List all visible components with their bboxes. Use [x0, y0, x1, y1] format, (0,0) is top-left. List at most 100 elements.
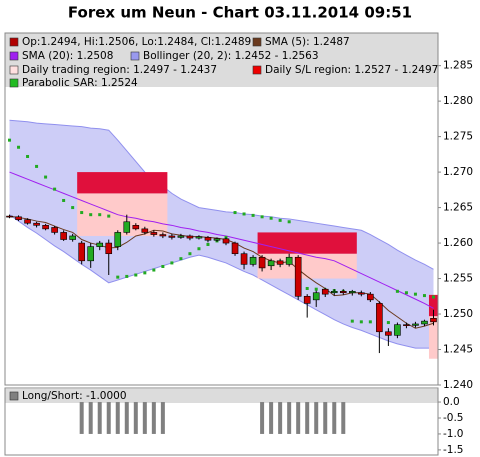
y-tick-label: 1.240	[443, 379, 473, 391]
sar-dot	[206, 242, 210, 246]
candle-body	[330, 291, 338, 294]
candle-body	[6, 215, 13, 218]
sar-dot	[44, 175, 48, 179]
trading-region	[77, 193, 168, 236]
candle-body	[321, 288, 329, 295]
candle-body	[159, 234, 167, 237]
legend-swatch	[9, 51, 19, 61]
candle-body	[213, 238, 221, 241]
candle-body	[421, 320, 428, 325]
legend-label: Parabolic SAR: 1.2524	[22, 77, 138, 89]
legend-label: SMA (20): 1.2508	[22, 50, 113, 62]
y-tick-label: 1.275	[443, 131, 473, 143]
sar-dot	[161, 264, 165, 268]
y-tick-label: -1.5	[443, 444, 464, 456]
candle-body	[222, 238, 230, 244]
sar-dot	[404, 291, 408, 295]
bollinger-upper	[9, 119, 434, 270]
candle-body	[78, 242, 85, 262]
sar-dot	[17, 145, 21, 149]
sar-dot	[107, 214, 111, 218]
legend-box	[5, 33, 438, 87]
candle-body	[168, 235, 176, 238]
sar-dot	[233, 211, 237, 215]
legend-swatch	[130, 51, 140, 61]
chart-title: Forex um Neun - Chart 03.11.2014 09:51	[68, 4, 412, 22]
sar-dot	[134, 273, 138, 277]
candle-body	[24, 219, 31, 224]
sar-dot	[368, 320, 372, 324]
sar-dot	[53, 187, 57, 191]
candle-body	[195, 236, 203, 239]
sar-dot	[359, 320, 363, 324]
sl-region	[257, 232, 357, 254]
candle-body	[240, 253, 248, 265]
candle-body	[177, 235, 185, 238]
indicator-bar	[332, 402, 337, 434]
indicator-bar	[305, 402, 310, 434]
candle-body	[267, 260, 275, 267]
candle-body	[141, 228, 149, 233]
sl-region	[77, 172, 168, 194]
sar-dot	[8, 138, 12, 142]
y-tick-label: 1.245	[443, 344, 473, 356]
indicator-bar	[269, 402, 274, 434]
sar-dot	[143, 271, 147, 275]
sar-dot	[35, 164, 39, 168]
sar-dot	[26, 154, 30, 158]
sar-dot	[188, 252, 192, 256]
indicator-bar	[314, 402, 319, 434]
candle-body	[150, 232, 158, 235]
indicator-bar	[296, 402, 301, 434]
sar-dot	[71, 206, 75, 210]
candle-body	[69, 235, 76, 240]
plot-border	[4, 32, 439, 386]
legend-label: Daily S/L region: 1.2527 - 1.2497	[265, 64, 438, 76]
y-tick-label: 1.265	[443, 202, 473, 214]
sar-dot	[80, 211, 84, 215]
candle-body	[303, 295, 311, 304]
candle-body	[294, 256, 302, 297]
sar-dot	[89, 213, 93, 217]
indicator-bar	[151, 402, 156, 434]
y-tick-label: 1.280	[443, 95, 473, 107]
y-tick-label: 1.270	[443, 166, 473, 178]
y-tick-label: 1.255	[443, 273, 473, 285]
candle-body	[231, 242, 239, 255]
candle-body	[394, 324, 401, 336]
sar-dot	[170, 261, 174, 265]
legend-swatch	[252, 37, 262, 47]
candle-body	[60, 232, 67, 240]
legend-label: Daily trading region: 1.2497 - 1.2437	[22, 64, 217, 76]
sl-region	[428, 294, 438, 317]
legend-label: Op:1.2494, Hi:1.2506, Lo:1.2484, Cl:1.24…	[22, 36, 251, 48]
trading-region	[428, 316, 438, 359]
legend-swatch	[252, 65, 262, 75]
indicator-bar	[79, 402, 84, 434]
y-tick-label: 0.0	[443, 396, 460, 408]
candle-body	[403, 324, 410, 326]
legend-swatch	[9, 391, 19, 401]
sar-dot	[179, 257, 183, 261]
legend-swatch	[9, 37, 19, 47]
candle-body	[105, 242, 113, 255]
legend-label: Bollinger (20, 2): 1.2452 - 1.2563	[143, 50, 319, 62]
indicator-bar	[341, 402, 346, 434]
sar-dot	[413, 292, 417, 296]
candle-body	[33, 222, 40, 226]
candle-body	[385, 331, 392, 336]
candle-body	[312, 292, 320, 301]
trading-region	[257, 253, 357, 279]
candle-body	[276, 260, 284, 265]
indicator-bar	[160, 402, 165, 434]
sar-dot	[116, 275, 120, 279]
indicator-legend-box	[5, 389, 438, 403]
indicator-bar	[260, 402, 265, 434]
sar-dot	[305, 286, 309, 290]
candle-body	[339, 291, 347, 294]
candle-body	[114, 232, 122, 247]
candle-body	[15, 216, 22, 220]
sar-dot	[431, 295, 435, 299]
y-tick-label: 1.250	[443, 308, 473, 320]
